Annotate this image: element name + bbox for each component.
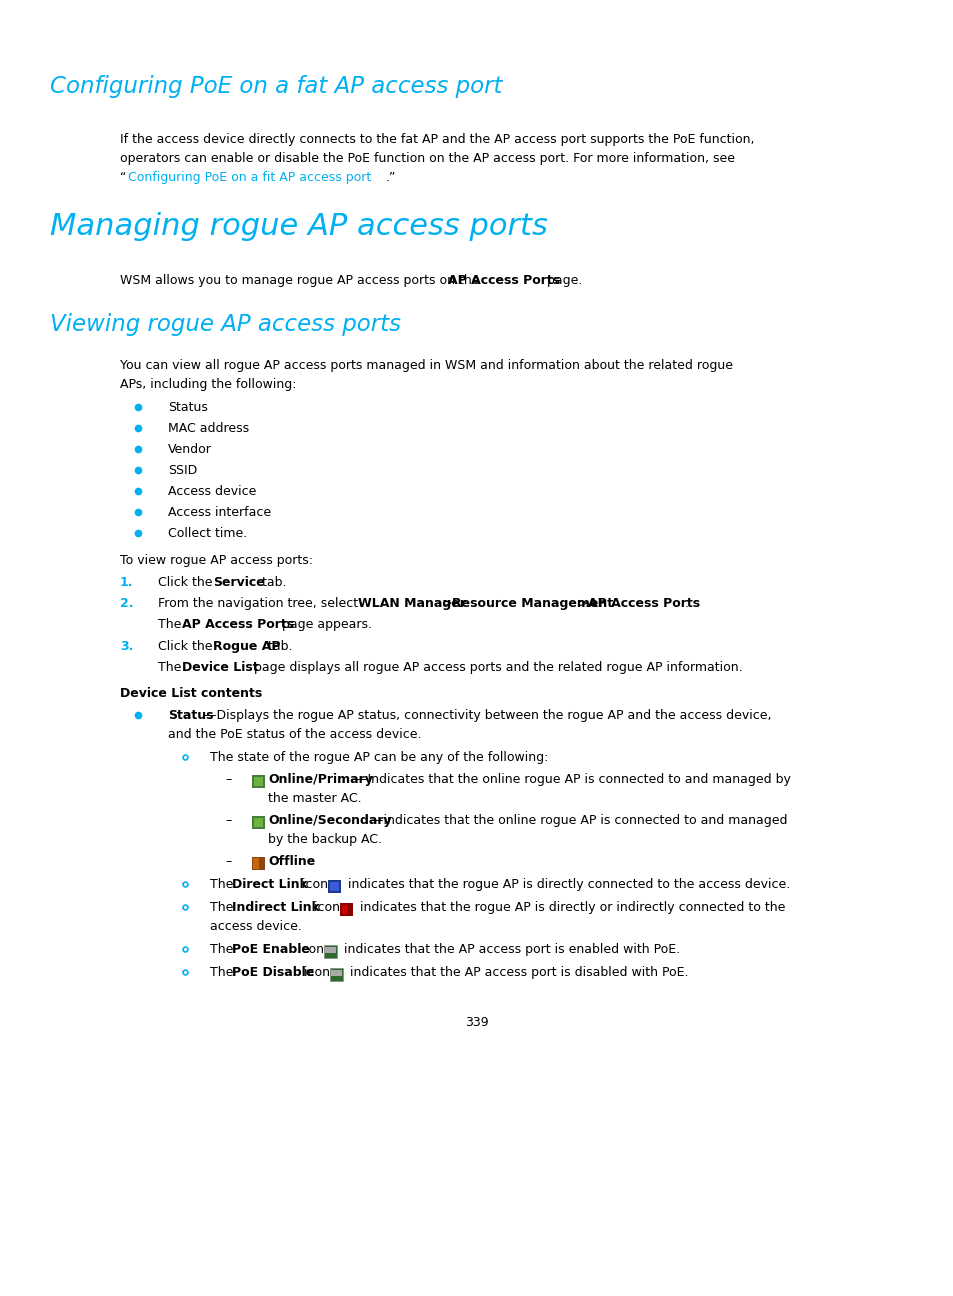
Text: MAC address: MAC address xyxy=(168,422,249,435)
Text: –: – xyxy=(225,772,231,785)
Text: Online/Secondary: Online/Secondary xyxy=(268,814,392,827)
FancyBboxPatch shape xyxy=(253,818,263,827)
Text: by the backup AC.: by the backup AC. xyxy=(268,833,381,846)
Text: The state of the rogue AP can be any of the following:: The state of the rogue AP can be any of … xyxy=(210,750,548,765)
Text: The: The xyxy=(210,966,237,978)
Text: .: . xyxy=(684,597,688,610)
FancyBboxPatch shape xyxy=(253,858,258,870)
Text: 2.: 2. xyxy=(120,597,133,610)
Text: PoE Enable: PoE Enable xyxy=(232,943,310,956)
Text: Indirect Link: Indirect Link xyxy=(232,901,319,914)
Text: Status: Status xyxy=(168,709,213,722)
Text: >: > xyxy=(437,597,456,610)
Text: Direct Link: Direct Link xyxy=(232,877,308,890)
FancyBboxPatch shape xyxy=(330,883,338,892)
Text: You can view all rogue AP access ports managed in WSM and information about the : You can view all rogue AP access ports m… xyxy=(120,359,732,372)
Text: Access interface: Access interface xyxy=(168,505,271,518)
Text: —indicates that the online rogue AP is connected to and managed: —indicates that the online rogue AP is c… xyxy=(371,814,786,827)
Text: From the navigation tree, select: From the navigation tree, select xyxy=(158,597,362,610)
Text: operators can enable or disable the PoE function on the AP access port. For more: operators can enable or disable the PoE … xyxy=(120,152,734,165)
FancyBboxPatch shape xyxy=(330,968,343,981)
Text: 3.: 3. xyxy=(120,640,133,653)
Text: If the access device directly connects to the fat AP and the AP access port supp: If the access device directly connects t… xyxy=(120,133,754,146)
Text: The: The xyxy=(158,618,185,631)
Text: Viewing rogue AP access ports: Viewing rogue AP access ports xyxy=(50,314,400,336)
FancyBboxPatch shape xyxy=(252,816,265,829)
Text: and the PoE status of the access device.: and the PoE status of the access device. xyxy=(168,728,421,741)
Text: AP Access Ports: AP Access Ports xyxy=(587,597,700,610)
Text: Device List: Device List xyxy=(182,661,258,674)
Text: WSM allows you to manage rogue AP access ports on the: WSM allows you to manage rogue AP access… xyxy=(120,273,483,286)
Text: Configuring PoE on a fat AP access port: Configuring PoE on a fat AP access port xyxy=(50,75,502,98)
Text: tab.: tab. xyxy=(257,575,286,588)
Text: APs, including the following:: APs, including the following: xyxy=(120,378,296,391)
Text: Rogue AP: Rogue AP xyxy=(213,640,280,653)
Text: To view rogue AP access ports:: To view rogue AP access ports: xyxy=(120,553,313,566)
Text: WLAN Manager: WLAN Manager xyxy=(357,597,465,610)
Text: icon: icon xyxy=(297,877,332,890)
Text: page.: page. xyxy=(542,273,581,286)
Text: indicates that the rogue AP is directly connected to the access device.: indicates that the rogue AP is directly … xyxy=(344,877,789,890)
FancyBboxPatch shape xyxy=(253,778,263,785)
Text: SSID: SSID xyxy=(168,464,197,477)
Text: Vendor: Vendor xyxy=(168,443,212,456)
Text: Configuring PoE on a fit AP access port: Configuring PoE on a fit AP access port xyxy=(128,171,371,184)
Text: Access device: Access device xyxy=(168,485,256,498)
Text: the master AC.: the master AC. xyxy=(268,792,361,805)
Text: indicates that the AP access port is enabled with PoE.: indicates that the AP access port is ena… xyxy=(339,943,679,956)
Text: indicates that the rogue AP is directly or indirectly connected to the: indicates that the rogue AP is directly … xyxy=(355,901,784,914)
Text: —Displays the rogue AP status, connectivity between the rogue AP and the access : —Displays the rogue AP status, connectiv… xyxy=(204,709,771,722)
FancyBboxPatch shape xyxy=(331,969,341,976)
Text: The: The xyxy=(210,943,237,956)
Text: Status: Status xyxy=(168,400,208,413)
Text: icon: icon xyxy=(310,901,344,914)
Text: The: The xyxy=(158,661,185,674)
FancyBboxPatch shape xyxy=(325,947,335,953)
FancyBboxPatch shape xyxy=(339,903,353,916)
Text: PoE Disable: PoE Disable xyxy=(232,966,314,978)
Text: 1.: 1. xyxy=(120,575,133,588)
Text: page appears.: page appears. xyxy=(277,618,372,631)
FancyBboxPatch shape xyxy=(324,945,336,958)
Text: Collect time.: Collect time. xyxy=(168,527,247,540)
Text: The: The xyxy=(210,877,237,890)
Text: AP Access Ports: AP Access Ports xyxy=(448,273,559,286)
Text: Online/Primary: Online/Primary xyxy=(268,772,373,785)
Text: indicates that the AP access port is disabled with PoE.: indicates that the AP access port is dis… xyxy=(346,966,688,978)
Text: Managing rogue AP access ports: Managing rogue AP access ports xyxy=(50,213,547,241)
Text: “: “ xyxy=(120,171,126,184)
Text: 339: 339 xyxy=(465,1016,488,1029)
Text: icon: icon xyxy=(294,943,328,956)
FancyBboxPatch shape xyxy=(252,857,265,870)
FancyBboxPatch shape xyxy=(252,775,265,788)
Text: Click the: Click the xyxy=(158,640,216,653)
FancyBboxPatch shape xyxy=(328,880,340,893)
Text: >: > xyxy=(574,597,592,610)
FancyBboxPatch shape xyxy=(341,905,347,914)
Text: access device.: access device. xyxy=(210,920,301,933)
Text: –: – xyxy=(225,814,231,827)
Text: The: The xyxy=(210,901,237,914)
Text: page displays all rogue AP access ports and the related rogue AP information.: page displays all rogue AP access ports … xyxy=(250,661,741,674)
Text: tab.: tab. xyxy=(264,640,293,653)
Text: Service: Service xyxy=(213,575,265,588)
Text: .”: .” xyxy=(386,171,395,184)
Text: Click the: Click the xyxy=(158,575,216,588)
Text: —Indicates that the online rogue AP is connected to and managed by: —Indicates that the online rogue AP is c… xyxy=(355,772,790,785)
Text: Offline: Offline xyxy=(268,855,314,868)
Text: icon: icon xyxy=(299,966,334,978)
Text: –: – xyxy=(225,855,231,868)
Text: Device List contents: Device List contents xyxy=(120,687,262,700)
Text: AP Access Ports: AP Access Ports xyxy=(182,618,294,631)
Text: Resource Management: Resource Management xyxy=(452,597,613,610)
